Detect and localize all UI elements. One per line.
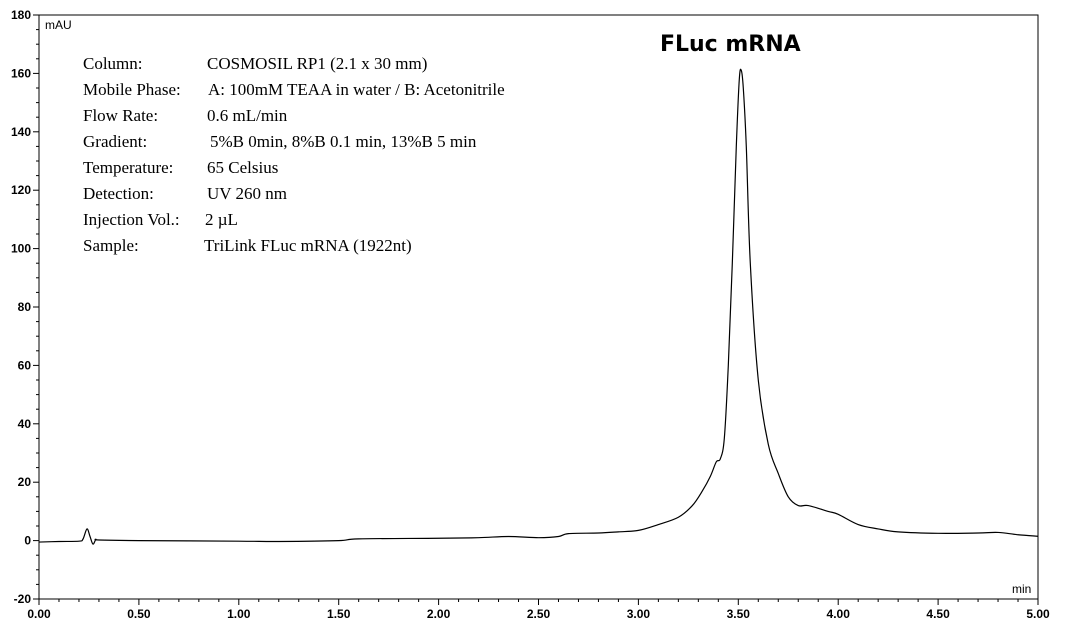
y-tick-label: 40	[18, 417, 32, 431]
x-tick-label: 3.50	[727, 607, 751, 621]
x-tick-label: 4.50	[926, 607, 950, 621]
x-tick-label: 0.50	[127, 607, 151, 621]
x-tick-label: 4.00	[827, 607, 851, 621]
info-value-flow-rate: 0.6 mL/min	[207, 106, 288, 125]
y-unit-label: mAU	[45, 18, 72, 32]
x-tick-label: 1.50	[327, 607, 351, 621]
x-tick-label: 3.00	[627, 607, 651, 621]
info-label-temperature: Temperature:	[83, 158, 173, 177]
y-tick-label: 120	[11, 183, 31, 197]
chromatogram-trace	[38, 68, 1039, 545]
y-tick-label: 140	[11, 125, 31, 139]
y-tick-label: 100	[11, 242, 31, 256]
x-tick-label: 1.00	[227, 607, 251, 621]
info-label-column: Column:	[83, 54, 143, 73]
info-value-mobile-phase: A: 100mM TEAA in water / B: Acetonitrile	[208, 80, 505, 99]
info-label-flow-rate: Flow Rate:	[83, 106, 158, 125]
y-tick-label: 60	[18, 358, 32, 372]
info-label-gradient: Gradient:	[83, 132, 147, 151]
info-label-injection-vol: Injection Vol.:	[83, 210, 180, 229]
method-info-box: Column: COSMOSIL RP1 (2.1 x 30 mm) Mobil…	[83, 54, 505, 255]
peak-annotation: FLuc mRNA	[660, 32, 801, 57]
y-tick-label: 160	[11, 66, 31, 80]
y-tick-label: -20	[14, 592, 32, 606]
info-value-sample: TriLink FLuc mRNA (1922nt)	[204, 236, 412, 255]
x-tick-label: 5.00	[1026, 607, 1050, 621]
y-axis-ticks: -20 0 20 40 60 80 100 120 140 160 180	[11, 8, 39, 606]
info-label-detection: Detection:	[83, 184, 154, 203]
info-value-injection-vol: 2 µL	[205, 210, 238, 229]
y-tick-label: 20	[18, 475, 32, 489]
info-label-mobile-phase: Mobile Phase:	[83, 80, 181, 99]
plot-frame	[38, 14, 1039, 600]
x-tick-label: 0.00	[27, 607, 51, 621]
y-tick-label: 180	[11, 8, 31, 22]
info-label-sample: Sample:	[83, 236, 139, 255]
info-value-detection: UV 260 nm	[207, 184, 287, 203]
x-tick-label: 2.50	[527, 607, 551, 621]
x-tick-label: 2.00	[427, 607, 451, 621]
x-axis-ticks: 0.00 0.50 1.00 1.50 2.00 2.50 3.00 3.50 4.00 4.50…	[27, 599, 1050, 621]
info-value-temperature: 65 Celsius	[207, 158, 278, 177]
y-tick-label: 0	[24, 534, 31, 548]
info-value-gradient: 5%B 0min, 8%B 0.1 min, 13%B 5 min	[210, 132, 477, 151]
y-tick-label: 80	[18, 300, 32, 314]
x-unit-label: min	[1012, 582, 1031, 596]
info-value-column: COSMOSIL RP1 (2.1 x 30 mm)	[207, 54, 427, 73]
